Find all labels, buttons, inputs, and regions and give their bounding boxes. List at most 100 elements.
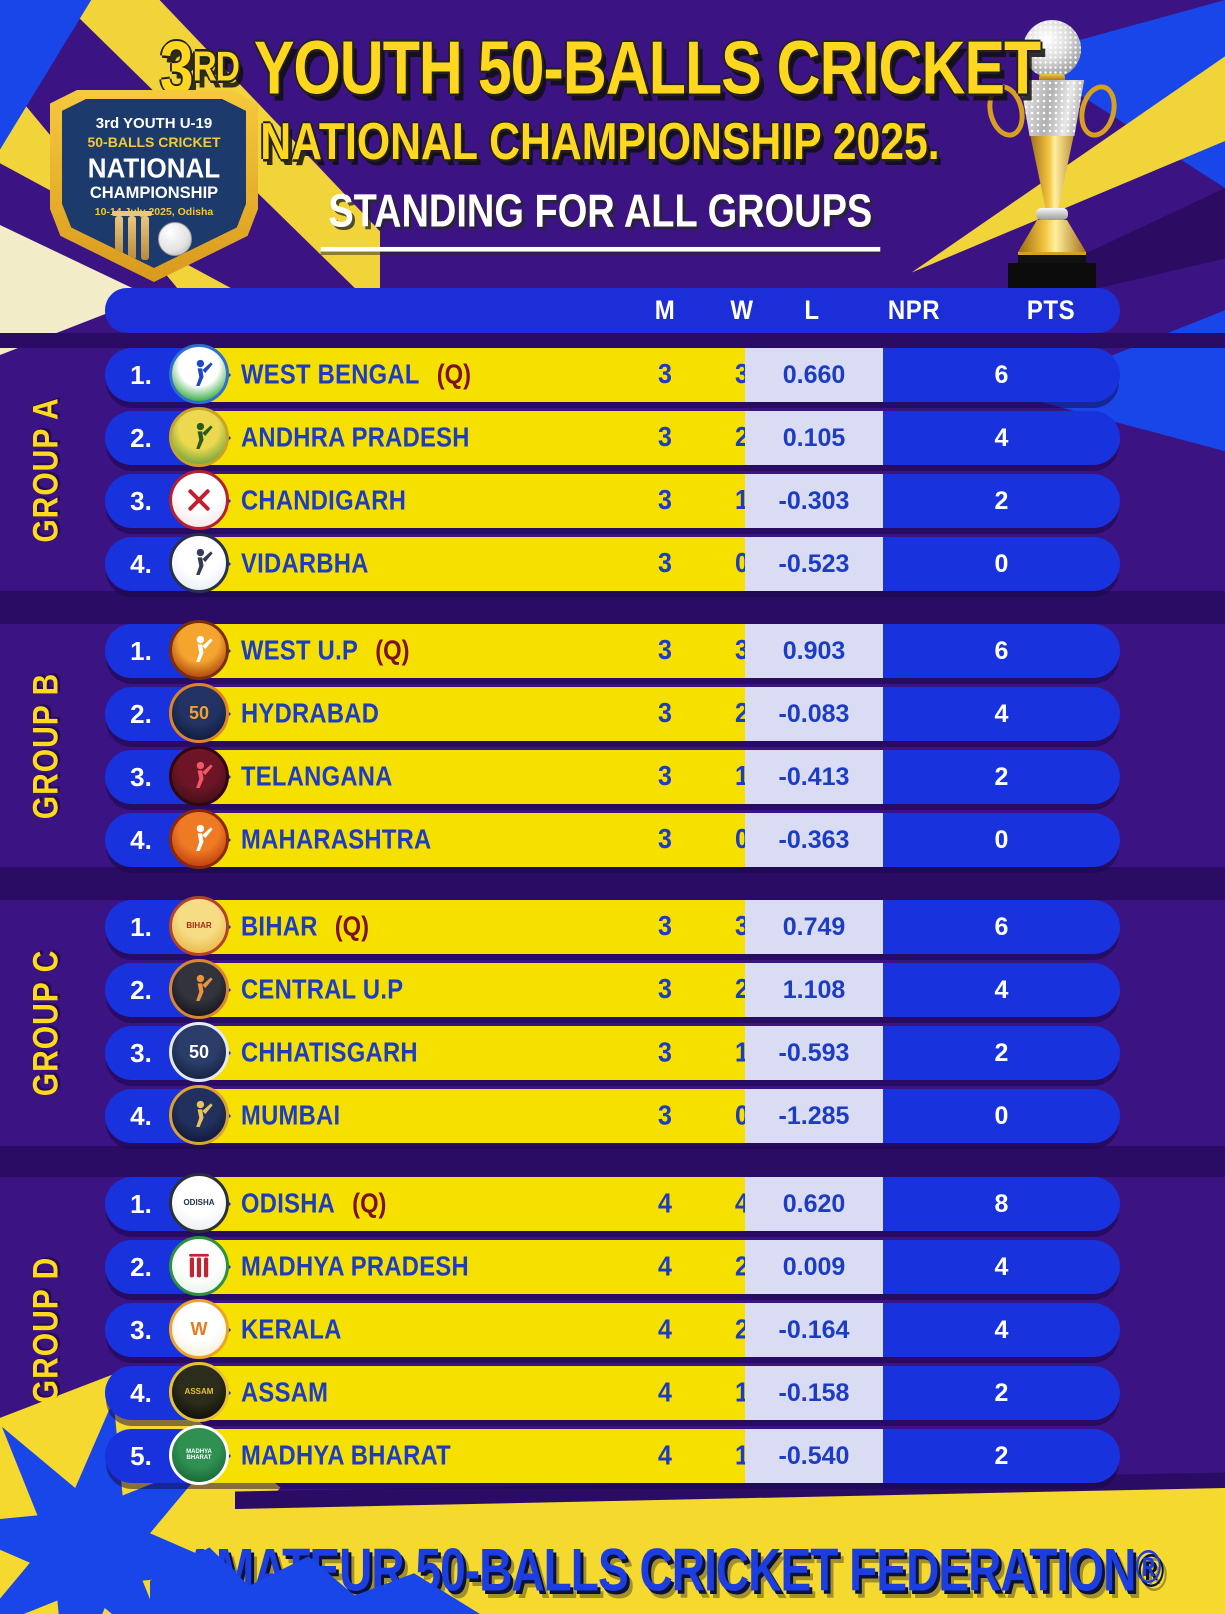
npr-value: -0.164 <box>745 1303 883 1357</box>
standings-row-madhya-bharat: 5. MADHYA BHARAT MADHYA BHARAT 4 1 3 -0.… <box>105 1425 1120 1485</box>
team-logo-glyph <box>172 972 226 1006</box>
npr-value: -0.540 <box>745 1429 883 1483</box>
matches-value: 3 <box>658 1100 672 1131</box>
trophy-plinth-icon <box>1018 252 1086 266</box>
team-name-wrap: TELANGANA <box>241 761 393 793</box>
matches-value: 4 <box>658 1314 672 1345</box>
standings-row-andhra-pradesh: 2. ANDHRA PRADESH 3 2 1 0.105 4 <box>105 407 1120 467</box>
subtitle-wrap: STANDING FOR ALL GROUPS <box>130 186 1070 252</box>
team-name: HYDRABAD <box>241 697 380 730</box>
golden-trophy-icon <box>982 20 1122 288</box>
column-header-pts: PTS <box>1026 294 1076 326</box>
team-name: ASSAM <box>241 1376 329 1409</box>
rank-label: 3. <box>130 485 152 516</box>
team-name-wrap: MAHARASHTRA <box>241 824 431 856</box>
team-logo-glyph <box>172 822 226 856</box>
title-ordinal: RD <box>192 43 240 90</box>
team-logo-icon: BIHAR <box>169 896 229 956</box>
matches-value: 3 <box>658 635 672 666</box>
team-logo-icon: ASSAM <box>169 1362 229 1422</box>
team-logo-icon <box>169 809 229 869</box>
team-logo-icon <box>169 533 229 593</box>
team-name: WEST U.P <box>241 634 359 667</box>
matches-value: 3 <box>658 485 672 516</box>
matches-value: 3 <box>658 974 672 1005</box>
standings-row-odisha: 1. ODISHA ODISHA (Q) 4 4 0 0.620 8 <box>105 1173 1120 1233</box>
matches-value: 3 <box>658 911 672 942</box>
standings-row-kerala: 3. W KERALA 4 2 2 -0.164 4 <box>105 1299 1120 1359</box>
pts-value: 4 <box>994 423 1009 452</box>
team-logo-glyph <box>172 633 226 667</box>
pts-value: 4 <box>994 1315 1009 1344</box>
column-header-w: W <box>730 294 754 326</box>
npr-value: -1.285 <box>745 1089 883 1143</box>
team-logo-glyph <box>172 1098 226 1132</box>
team-logo-icon: MADHYA BHARAT <box>169 1425 229 1485</box>
pts-value: 0 <box>994 1101 1009 1130</box>
team-logo-icon <box>169 407 229 467</box>
rank-label: 1. <box>130 1188 152 1219</box>
rank-label: 1. <box>130 359 152 390</box>
team-logo-icon: W <box>169 1299 229 1359</box>
team-logo-icon <box>169 1085 229 1145</box>
stump-icon <box>114 216 123 260</box>
npr-value: -0.523 <box>745 537 883 591</box>
team-name-wrap: ASSAM <box>241 1377 328 1409</box>
team-name-wrap: WEST BENGAL (Q) <box>241 359 471 391</box>
team-logo-glyph: ODISHA <box>183 1197 215 1207</box>
column-header-m: M <box>654 294 676 326</box>
team-name-wrap: MADHYA PRADESH <box>241 1251 469 1283</box>
standings-row-telangana: 3. TELANGANA 3 1 2 -0.413 2 <box>105 746 1120 806</box>
qualified-badge: (Q) <box>334 910 370 943</box>
matches-value: 3 <box>658 548 672 579</box>
npr-value: 0.749 <box>745 900 883 954</box>
rank-label: 1. <box>130 635 152 666</box>
team-name: ANDHRA PRADESH <box>241 421 470 454</box>
matches-value: 4 <box>658 1440 672 1471</box>
npr-value: 0.620 <box>745 1177 883 1231</box>
team-name: VIDARBHA <box>241 547 369 580</box>
rank-label: 2. <box>130 698 152 729</box>
trophy-collar-icon <box>1039 74 1065 83</box>
rank-label: 1. <box>130 911 152 942</box>
group-a-label: GROUP A <box>26 397 66 543</box>
stump-icon <box>127 216 136 260</box>
team-logo-icon: 50 <box>169 1022 229 1082</box>
divider-band <box>0 333 1225 348</box>
team-banner: ASSAM 4 1 3 <box>205 1366 845 1420</box>
team-banner: TELANGANA 3 1 2 <box>205 750 845 804</box>
team-name-wrap: CHANDIGARH <box>241 485 406 517</box>
rank-label: 2. <box>130 1251 152 1282</box>
rank-label: 4. <box>130 548 152 579</box>
team-name: WEST BENGAL <box>241 358 420 391</box>
matches-value: 3 <box>658 698 672 729</box>
matches-value: 4 <box>658 1377 672 1408</box>
pts-value: 8 <box>994 1189 1009 1218</box>
team-logo-glyph: 50 <box>188 702 210 723</box>
standings-row-vidarbha: 4. VIDARBHA 3 0 3 -0.523 0 <box>105 533 1120 593</box>
npr-value: -0.593 <box>745 1026 883 1080</box>
badge-line1: 3rd YOUTH U-19 <box>95 115 213 132</box>
pts-value: 2 <box>994 1441 1009 1470</box>
table-header: M W L NPR PTS <box>105 288 1120 333</box>
standings-row-assam: 4. ASSAM ASSAM 4 1 3 -0.158 2 <box>105 1362 1120 1422</box>
team-banner: VIDARBHA 3 0 3 <box>205 537 845 591</box>
rank-label: 2. <box>130 422 152 453</box>
team-name-wrap: VIDARBHA <box>241 548 369 580</box>
matches-value: 3 <box>658 422 672 453</box>
pts-value: 0 <box>994 825 1009 854</box>
badge-line2: 50-BALLS CRICKET <box>87 134 221 150</box>
cricket-stumps-icon <box>114 216 149 260</box>
cricket-ball-icon <box>157 222 192 256</box>
rank-label: 2. <box>130 974 152 1005</box>
team-name-wrap: ANDHRA PRADESH <box>241 422 470 454</box>
rank-label: 5. <box>130 1440 152 1471</box>
divider-band <box>0 867 1225 900</box>
team-name: MADHYA PRADESH <box>241 1250 469 1283</box>
title-line2: NATIONAL CHAMPIONSHIP 2025. <box>260 112 940 171</box>
npr-value: -0.363 <box>745 813 883 867</box>
team-logo-icon <box>169 1236 229 1296</box>
npr-value: 0.660 <box>745 348 883 402</box>
team-name-wrap: CENTRAL U.P <box>241 974 403 1006</box>
